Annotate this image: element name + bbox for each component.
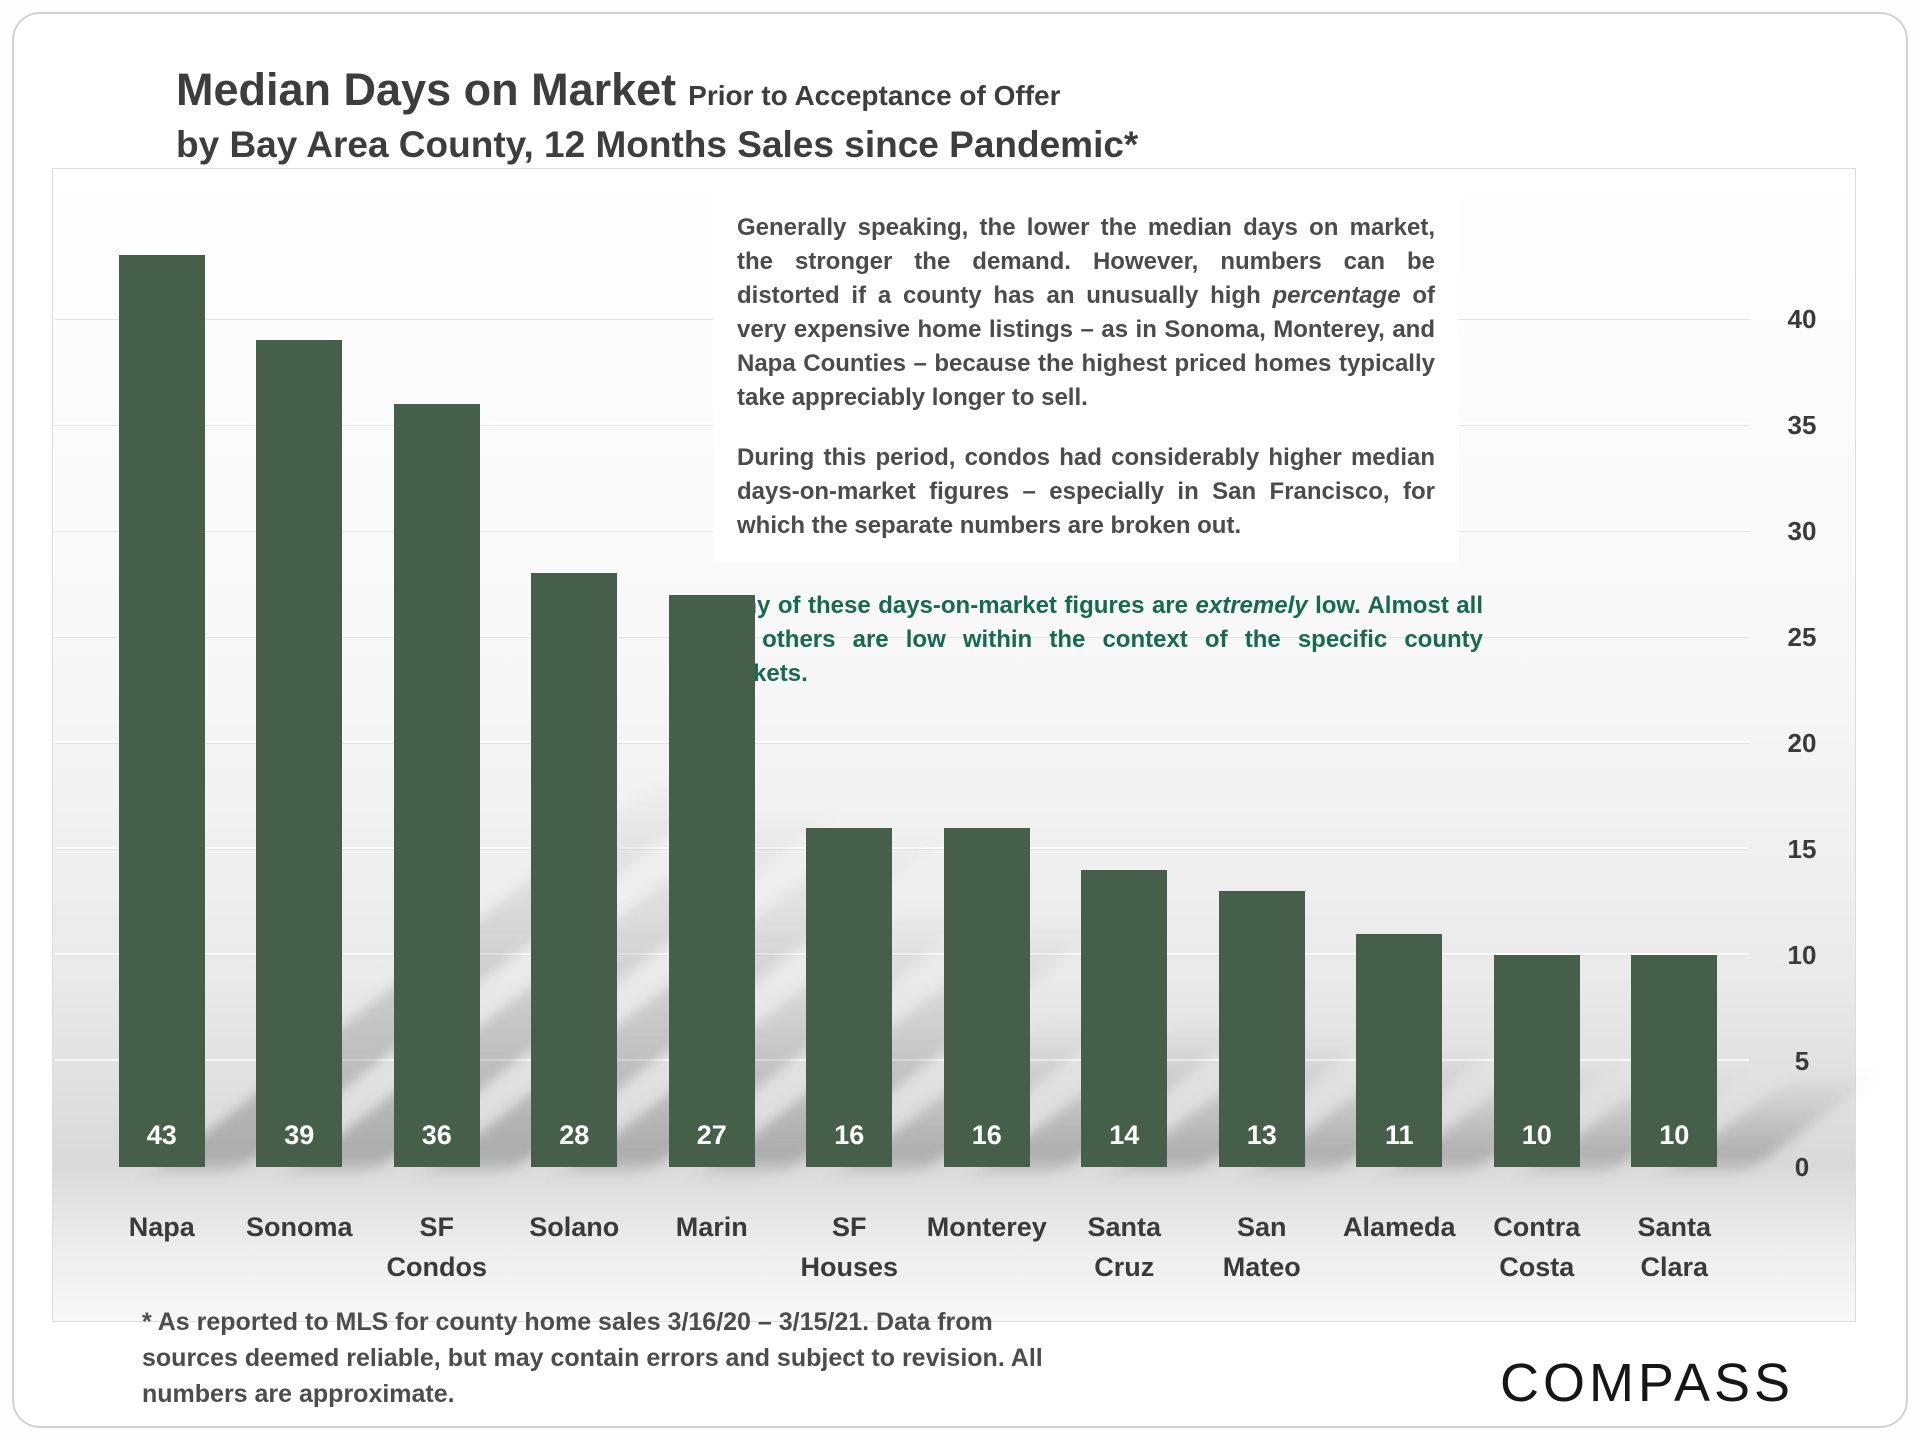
bar-cell: 16	[918, 169, 1252, 1167]
bar-monterey: 16	[943, 827, 1030, 1167]
page-title: Median Days on Market Prior to Acceptance…	[176, 64, 1138, 166]
x-label: Sonoma	[245, 1212, 353, 1242]
bar-value: 10	[1521, 1120, 1552, 1150]
y-tick: 25	[1787, 622, 1817, 652]
title-line-2: by Bay Area County, 12 Months Sales sinc…	[176, 124, 1139, 165]
gridline	[55, 741, 1749, 743]
y-tick: 0	[1794, 1152, 1810, 1182]
bar-cell: 11	[1331, 169, 1607, 1167]
footnote: * As reported to MLS for county home sal…	[142, 1308, 1043, 1408]
bars-area: 43 39 36 28 27 16 16 14 13 11 10 10	[93, 169, 1871, 1167]
bar-solano: 28	[531, 573, 618, 1167]
y-tick: 40	[1787, 304, 1817, 334]
annotation-italic-word: percentage	[1272, 282, 1401, 309]
bar-cell: 39	[231, 169, 826, 1167]
bar-napa: 43	[118, 255, 205, 1167]
x-label: Alameda	[1342, 1212, 1456, 1242]
x-label: Marin	[675, 1212, 748, 1242]
x-label: Contra Costa	[1493, 1212, 1581, 1282]
y-tick: 15	[1787, 834, 1817, 864]
bar-value: 14	[1109, 1120, 1140, 1150]
bar-santa-clara: 10	[1631, 955, 1718, 1167]
title-line-1: Median Days on Market Prior to Acceptance…	[176, 64, 1138, 116]
gridline	[55, 953, 1749, 955]
bar-contra-costa: 10	[1493, 955, 1580, 1167]
compass-logo: COMPASS	[1499, 1353, 1794, 1413]
bar-sonoma: 39	[256, 340, 343, 1167]
bar-value: 11	[1384, 1120, 1414, 1150]
x-axis: Napa Sonoma SF Condos Solano Marin SF Houses Mon…	[93, 1207, 1743, 1311]
green-annotation-text: Many of these days-on-market figures are	[709, 592, 1196, 619]
title-main: Median Days on Market	[176, 64, 677, 115]
green-annotation: Many of these days-on-market figures are…	[709, 589, 1483, 691]
title-suffix: Prior to Acceptance of Offer	[688, 80, 1061, 111]
bar-chart: 43 39 36 28 27 16 16 14 13 11 10 10 0 5 10 15 20 25 30 35 4…	[52, 168, 1871, 1322]
bar-value: 16	[971, 1120, 1002, 1150]
bar-cell: 13	[1193, 169, 1492, 1167]
slide-card: Median Days on Market Prior to Acceptance…	[12, 12, 1908, 1428]
bar-sf-condos: 36	[393, 403, 480, 1167]
bar-value: 10	[1659, 1120, 1690, 1150]
bar-cell: 10	[1468, 169, 1733, 1167]
gridline	[55, 635, 1749, 637]
x-label: SF Condos	[386, 1212, 488, 1282]
bar-value: 27	[696, 1120, 727, 1150]
bar-cell: 14	[1056, 169, 1366, 1167]
bar-cell: 43	[93, 169, 734, 1167]
annotation-paragraph-2: During this period, condos had considera…	[737, 444, 1435, 539]
bar-cell: 27	[643, 169, 1102, 1167]
x-label: Santa Cruz	[1087, 1212, 1162, 1282]
bar-value: 28	[559, 1120, 590, 1150]
bar-cell: 16	[781, 169, 1114, 1167]
bar-cell: 10	[1606, 169, 1871, 1167]
bar-value: 39	[284, 1120, 315, 1150]
annotation-text: Generally speaking, the lower the median…	[737, 214, 1435, 309]
green-annotation-text: low. Almost all the others are low withi…	[709, 592, 1483, 687]
x-label: Santa Clara	[1637, 1212, 1712, 1282]
bar-value: 16	[834, 1120, 865, 1150]
bar-value: 13	[1246, 1120, 1277, 1150]
bar-value: 43	[146, 1120, 177, 1150]
bar-alameda: 11	[1356, 933, 1443, 1167]
bar-value: 36	[421, 1120, 452, 1150]
annotation-paragraph-1: Generally speaking, the lower the median…	[737, 211, 1435, 415]
y-tick: 35	[1787, 410, 1817, 440]
bar-cell: 28	[506, 169, 976, 1167]
bar-cell: 36	[368, 169, 930, 1167]
x-label: Napa	[128, 1212, 195, 1242]
gridline	[55, 847, 1749, 849]
annotation-box: Generally speaking, the lower the median…	[713, 193, 1459, 563]
x-label: Monterey	[926, 1212, 1047, 1242]
y-tick: 30	[1787, 516, 1817, 546]
bar-sf-houses: 16	[806, 827, 893, 1167]
bar-marin: 27	[668, 594, 755, 1167]
x-label: Solano	[529, 1212, 620, 1242]
bar-san-mateo: 13	[1218, 891, 1305, 1167]
gridline	[55, 1059, 1749, 1061]
y-tick: 10	[1787, 940, 1817, 970]
x-label: San Mateo	[1222, 1212, 1301, 1282]
annotation-text: of very expensive home listings – as in …	[737, 282, 1435, 411]
y-tick: 20	[1787, 728, 1817, 758]
bar-santa-cruz: 14	[1081, 870, 1168, 1167]
x-label: SF Houses	[800, 1212, 899, 1282]
y-tick: 5	[1794, 1046, 1810, 1076]
green-annotation-italic-word: extremely	[1195, 592, 1308, 619]
